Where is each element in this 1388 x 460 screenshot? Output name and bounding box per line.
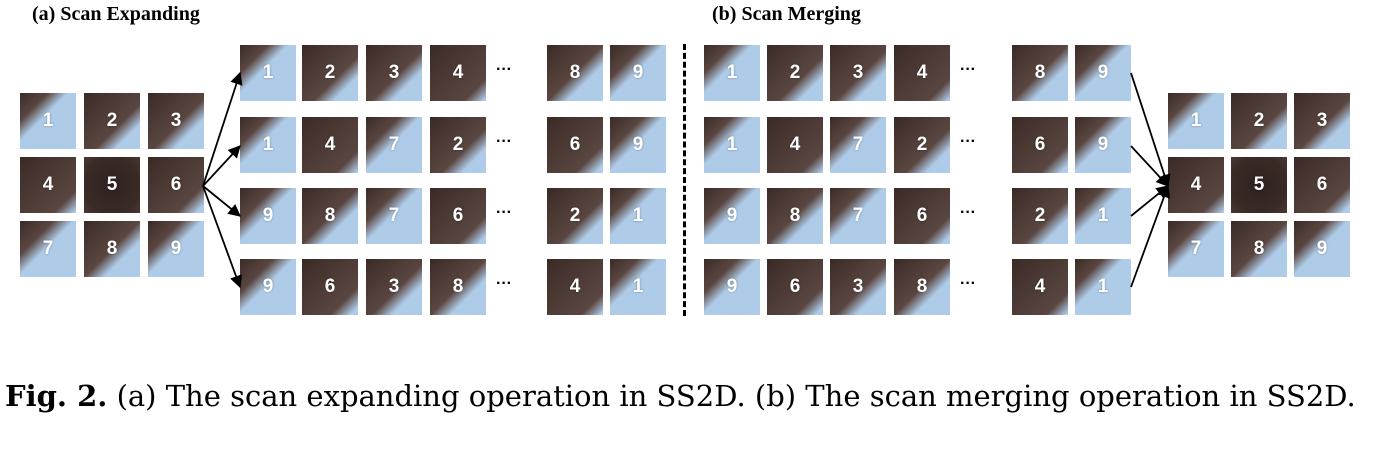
scan-b-1-patch-1: 1 <box>704 45 760 101</box>
scan-b-1-end-patch-8: 8 <box>1012 45 1068 101</box>
scan-b-1-ellipsis: ··· <box>960 61 976 78</box>
merged-patch-6: 6 <box>1294 157 1350 213</box>
scan-a-3-end-patch-1: 1 <box>610 188 666 244</box>
expand-arrow-1 <box>202 71 243 187</box>
grid-patch-5: 5 <box>84 157 140 213</box>
merge-arrow-2 <box>1130 145 1169 187</box>
scan-b-3-patch-7: 7 <box>830 188 886 244</box>
scan-a-4-ellipsis: ··· <box>496 275 512 292</box>
scan-a-4-patch-8: 8 <box>430 259 486 315</box>
scan-a-1-patch-2: 2 <box>302 45 358 101</box>
expand-arrow-3 <box>202 185 241 217</box>
scan-a-4-patch-6: 6 <box>302 259 358 315</box>
scan-b-4-patch-3: 3 <box>830 259 886 315</box>
grid-patch-2: 2 <box>84 93 140 149</box>
grid-patch-6: 6 <box>148 157 204 213</box>
merged-patch-9: 9 <box>1294 221 1350 277</box>
scan-a-2-patch-1: 1 <box>240 117 296 173</box>
scan-b-3-patch-6: 6 <box>894 188 950 244</box>
scan-a-1-patch-3: 3 <box>366 45 422 101</box>
merged-patch-2: 2 <box>1231 93 1287 149</box>
scan-b-4-end-patch-1: 1 <box>1075 259 1131 315</box>
scan-b-2-patch-7: 7 <box>830 117 886 173</box>
scan-a-4-end-patch-4: 4 <box>547 259 603 315</box>
grid-patch-9: 9 <box>148 221 204 277</box>
figure-label: Fig. 2. <box>5 379 108 413</box>
merged-patch-1: 1 <box>1168 93 1224 149</box>
caption-text: (a) The scan expanding operation in SS2D… <box>107 379 1356 413</box>
scan-a-1-end-patch-9: 9 <box>610 45 666 101</box>
panel-a-label: (a) Scan Expanding <box>32 3 200 25</box>
scan-b-2-ellipsis: ··· <box>960 133 976 150</box>
scan-a-1-end-patch-8: 8 <box>547 45 603 101</box>
grid-patch-1: 1 <box>20 93 76 149</box>
expand-arrow-4 <box>202 185 243 289</box>
scan-b-3-patch-8: 8 <box>767 188 823 244</box>
scan-a-3-patch-7: 7 <box>366 188 422 244</box>
scan-a-3-patch-9: 9 <box>240 188 296 244</box>
scan-a-1-ellipsis: ··· <box>496 61 512 78</box>
scan-b-3-end-patch-2: 2 <box>1012 188 1068 244</box>
scan-a-2-end-patch-9: 9 <box>610 117 666 173</box>
scan-a-3-patch-8: 8 <box>302 188 358 244</box>
grid-patch-4: 4 <box>20 157 76 213</box>
scan-a-2-patch-4: 4 <box>302 117 358 173</box>
grid-patch-8: 8 <box>84 221 140 277</box>
scan-b-1-end-patch-9: 9 <box>1075 45 1131 101</box>
panel-divider <box>683 44 686 316</box>
scan-b-2-patch-1: 1 <box>704 117 760 173</box>
scan-b-4-ellipsis: ··· <box>960 275 976 292</box>
scan-b-2-patch-2: 2 <box>894 117 950 173</box>
scan-b-3-end-patch-1: 1 <box>1075 188 1131 244</box>
panel-b-label: (b) Scan Merging <box>712 3 861 25</box>
scan-b-2-end-patch-6: 6 <box>1012 117 1068 173</box>
scan-a-2-patch-2: 2 <box>430 117 486 173</box>
scan-a-2-ellipsis: ··· <box>496 133 512 150</box>
scan-b-4-patch-9: 9 <box>704 259 760 315</box>
scan-a-4-end-patch-1: 1 <box>610 259 666 315</box>
expand-arrow-2 <box>202 145 241 187</box>
grid-patch-3: 3 <box>148 93 204 149</box>
scan-b-3-patch-9: 9 <box>704 188 760 244</box>
scan-a-1-patch-4: 4 <box>430 45 486 101</box>
grid-patch-7: 7 <box>20 221 76 277</box>
merged-patch-4: 4 <box>1168 157 1224 213</box>
scan-a-3-ellipsis: ··· <box>496 204 512 221</box>
merged-patch-3: 3 <box>1294 93 1350 149</box>
merge-arrow-1 <box>1130 72 1171 188</box>
scan-b-2-patch-4: 4 <box>767 117 823 173</box>
scan-b-1-patch-3: 3 <box>830 45 886 101</box>
scan-b-4-patch-8: 8 <box>894 259 950 315</box>
scan-b-1-patch-2: 2 <box>767 45 823 101</box>
merge-arrow-4 <box>1130 184 1171 288</box>
scan-a-4-patch-3: 3 <box>366 259 422 315</box>
figure-caption: Fig. 2. (a) The scan expanding operation… <box>5 376 1383 416</box>
scan-a-2-end-patch-6: 6 <box>547 117 603 173</box>
scan-b-4-patch-6: 6 <box>767 259 823 315</box>
scan-a-2-patch-7: 7 <box>366 117 422 173</box>
scan-b-3-ellipsis: ··· <box>960 204 976 221</box>
scan-a-3-patch-6: 6 <box>430 188 486 244</box>
scan-b-4-end-patch-4: 4 <box>1012 259 1068 315</box>
scan-b-2-end-patch-9: 9 <box>1075 117 1131 173</box>
scan-a-3-end-patch-2: 2 <box>547 188 603 244</box>
scan-b-1-patch-4: 4 <box>894 45 950 101</box>
merged-patch-8: 8 <box>1231 221 1287 277</box>
merged-patch-7: 7 <box>1168 221 1224 277</box>
scan-a-1-patch-1: 1 <box>240 45 296 101</box>
scan-a-4-patch-9: 9 <box>240 259 296 315</box>
merged-patch-5: 5 <box>1231 157 1287 213</box>
